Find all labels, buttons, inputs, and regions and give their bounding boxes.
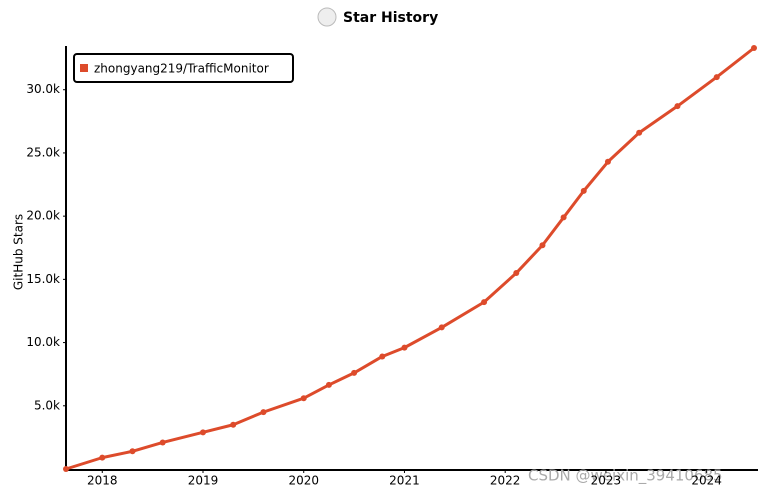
data-point	[300, 395, 307, 402]
x-tick-label: 2024	[691, 474, 722, 488]
data-point	[99, 454, 106, 461]
data-point	[604, 158, 611, 165]
data-point	[63, 466, 69, 472]
data-point	[636, 129, 643, 136]
y-tick-label: 30.0k	[26, 82, 60, 96]
data-point	[129, 448, 136, 455]
data-point	[481, 299, 488, 306]
y-tick-label: 20.0k	[26, 209, 60, 223]
legend-label: zhongyang219/TrafficMonitor	[94, 62, 269, 76]
legend-swatch	[80, 64, 88, 72]
data-point	[438, 324, 445, 331]
data-point	[513, 270, 520, 277]
data-point	[379, 353, 386, 360]
data-point	[751, 45, 757, 51]
chart-title: Star History	[343, 10, 438, 26]
data-point	[351, 369, 358, 376]
data-point	[674, 103, 681, 110]
data-point	[159, 439, 166, 446]
data-point	[199, 429, 206, 436]
legend-box	[73, 53, 294, 83]
x-tick-label: 2018	[87, 474, 118, 488]
data-point	[325, 381, 332, 388]
x-tick-label: 2023	[591, 474, 622, 488]
data-point	[401, 344, 408, 351]
data-point	[560, 214, 567, 221]
y-tick-label: 5.0k	[34, 398, 60, 412]
title-icon	[317, 7, 337, 27]
x-tick-label: 2022	[490, 474, 521, 488]
y-tick-label: 25.0k	[26, 145, 60, 159]
x-tick-label: 2021	[389, 474, 420, 488]
x-tick-label: 2020	[288, 474, 319, 488]
data-point	[713, 74, 720, 81]
data-point	[580, 187, 587, 194]
data-point	[539, 242, 546, 249]
y-tick-label: 10.0k	[26, 335, 60, 349]
y-axis-label: GitHub Stars	[12, 214, 26, 290]
y-tick-label: 15.0k	[26, 272, 60, 286]
watermark: CSDN @weixin_39410685	[528, 467, 723, 486]
x-tick-label: 2019	[188, 474, 219, 488]
data-point	[230, 421, 237, 428]
data-point	[260, 409, 267, 416]
